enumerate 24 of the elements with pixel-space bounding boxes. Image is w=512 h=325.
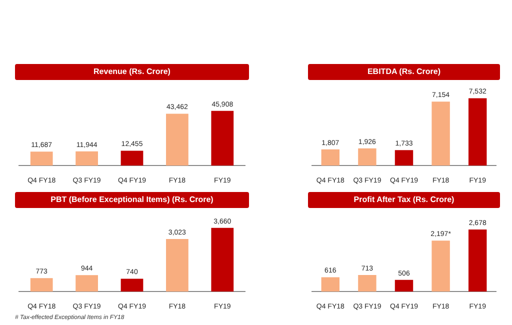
bar bbox=[358, 275, 376, 292]
bar bbox=[394, 150, 414, 166]
bar bbox=[120, 150, 144, 166]
bar bbox=[358, 148, 376, 166]
chart-title: Revenue (Rs. Crore) bbox=[15, 64, 249, 80]
bar bbox=[30, 152, 53, 166]
chart-title: EBITDA (Rs. Crore) bbox=[308, 64, 500, 80]
chart-title: PBT (Before Exceptional Items) (Rs. Crore) bbox=[15, 192, 249, 208]
bar bbox=[76, 275, 98, 292]
bar bbox=[432, 240, 450, 292]
bar bbox=[76, 151, 98, 166]
bar bbox=[394, 280, 414, 292]
bar bbox=[468, 98, 487, 166]
bar bbox=[166, 114, 188, 166]
bar bbox=[432, 102, 450, 166]
bar bbox=[321, 149, 340, 166]
bar bbox=[321, 277, 340, 292]
bar bbox=[120, 278, 144, 292]
bar bbox=[30, 278, 53, 292]
bar bbox=[166, 239, 188, 292]
bar bbox=[211, 110, 234, 166]
bar bbox=[211, 228, 234, 292]
bar bbox=[468, 229, 487, 292]
chart-title: Profit After Tax (Rs. Crore) bbox=[308, 192, 500, 208]
